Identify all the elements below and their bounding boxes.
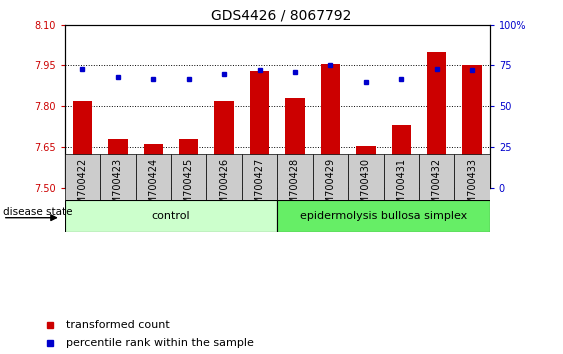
Bar — [285, 98, 305, 188]
Bar — [108, 139, 128, 188]
Text: disease state: disease state — [3, 207, 72, 217]
Bar — [136, 154, 171, 200]
Bar — [321, 64, 340, 188]
Bar — [312, 154, 348, 200]
Text: GSM700429: GSM700429 — [325, 158, 336, 217]
Bar — [356, 145, 376, 188]
Bar — [215, 101, 234, 188]
Bar — [427, 52, 446, 188]
Bar — [65, 200, 278, 232]
Text: GSM700422: GSM700422 — [78, 158, 87, 217]
Bar — [242, 154, 277, 200]
Text: epidermolysis bullosa simplex: epidermolysis bullosa simplex — [300, 211, 467, 221]
Bar — [462, 65, 482, 188]
Text: GSM700432: GSM700432 — [432, 158, 442, 217]
Bar — [100, 154, 136, 200]
Bar — [454, 154, 490, 200]
Text: GSM700430: GSM700430 — [361, 158, 371, 217]
Text: transformed count: transformed count — [66, 320, 170, 330]
Bar — [207, 154, 242, 200]
Bar — [391, 125, 411, 188]
Text: GSM700428: GSM700428 — [290, 158, 300, 217]
Bar — [278, 154, 312, 200]
Bar — [171, 154, 207, 200]
Text: percentile rank within the sample: percentile rank within the sample — [66, 338, 254, 348]
Bar — [65, 154, 100, 200]
Text: control: control — [151, 211, 190, 221]
Text: GSM700433: GSM700433 — [467, 158, 477, 217]
Bar — [383, 154, 419, 200]
Bar — [73, 101, 92, 188]
Bar — [179, 139, 199, 188]
Bar — [250, 71, 269, 188]
Text: GSM700426: GSM700426 — [219, 158, 229, 217]
Bar — [348, 154, 383, 200]
Text: GDS4426 / 8067792: GDS4426 / 8067792 — [211, 9, 352, 23]
Text: GSM700423: GSM700423 — [113, 158, 123, 217]
Text: GSM700425: GSM700425 — [184, 158, 194, 217]
Bar — [278, 200, 490, 232]
Text: GSM700431: GSM700431 — [396, 158, 406, 217]
Bar — [419, 154, 454, 200]
Bar — [144, 144, 163, 188]
Text: GSM700427: GSM700427 — [254, 158, 265, 217]
Text: GSM700424: GSM700424 — [148, 158, 158, 217]
